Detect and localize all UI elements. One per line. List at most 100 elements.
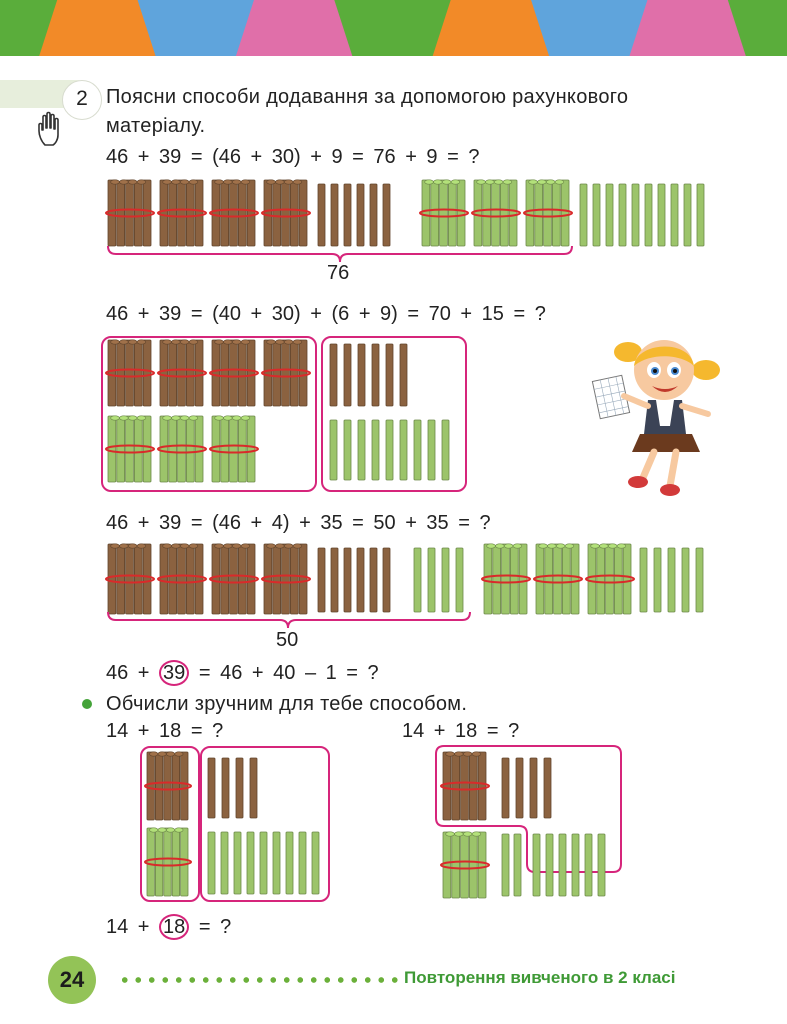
bundle-stick-top	[547, 543, 557, 549]
bundle-stick	[447, 181, 457, 247]
bundle-stick	[142, 543, 152, 615]
tens-frame	[101, 336, 317, 492]
bundle-stick	[477, 751, 487, 821]
single-stick	[696, 183, 705, 247]
bundle-stick	[298, 543, 308, 615]
bundle-stick	[237, 545, 247, 615]
method1-equation: 46 + 39 = (46 + 30) + 9 = 76 + 9 = ?	[106, 146, 480, 168]
single-stick	[427, 547, 436, 613]
bundle-stick-top	[476, 179, 486, 185]
single-stick	[543, 757, 552, 819]
bundle-stick	[477, 831, 487, 899]
bundle-stick	[460, 751, 469, 821]
bundle-stick	[281, 543, 290, 615]
bundle-stick	[456, 179, 466, 247]
bundle-stick	[482, 181, 491, 247]
bundle-stick-top	[537, 179, 547, 185]
bundle-stick	[263, 179, 273, 247]
bundle-stick-top	[266, 179, 276, 185]
bundle-band	[157, 208, 207, 218]
single-stick	[515, 757, 524, 819]
bundle-stick-top	[240, 179, 251, 185]
exercise-right-equation: 14 + 18 = ?	[402, 720, 520, 742]
bundle-stick-top	[493, 179, 504, 185]
bundle-stick	[535, 543, 545, 615]
bundle-band	[419, 208, 469, 218]
single-stick	[631, 183, 640, 247]
bundle-stick-top	[110, 543, 120, 549]
bundle-stick	[298, 179, 308, 247]
ones-frame	[321, 336, 467, 492]
bundle-stick	[508, 179, 518, 247]
bundle-stick-top	[162, 179, 172, 185]
bundle-stick-top	[266, 543, 276, 549]
bundle-stick	[439, 179, 448, 247]
bundle-stick-top	[127, 543, 138, 549]
bundle-stick	[246, 543, 256, 615]
single-stick	[681, 547, 690, 613]
bundle-stick-top	[471, 751, 482, 757]
bundle-stick-top	[231, 543, 242, 549]
header-band-segment	[235, 0, 355, 56]
bundle-stick-top	[188, 543, 199, 549]
bundle-stick-top	[136, 543, 147, 549]
bundle-stick-top	[538, 543, 548, 549]
bundle-stick	[168, 545, 178, 615]
bundle-band	[440, 860, 490, 870]
bundle-stick-top	[554, 179, 565, 185]
bundle-stick-top	[223, 179, 233, 185]
single-stick	[343, 183, 352, 247]
single-stick	[558, 833, 567, 897]
bundle-stick-top	[616, 543, 627, 549]
girl-illustration	[590, 330, 730, 500]
single-stick	[657, 183, 666, 247]
bundle-stick-top	[503, 543, 514, 549]
bundle-stick	[194, 179, 204, 247]
bundle-stick	[553, 543, 562, 615]
bundle-stick	[107, 179, 117, 247]
exercise-left-equation: 14 + 18 = ?	[106, 720, 224, 742]
single-stick	[597, 833, 606, 897]
header-band-segment	[39, 0, 158, 56]
bundle-stick-top	[441, 179, 452, 185]
bundle-stick	[272, 181, 281, 247]
bundle-stick-top	[454, 831, 464, 837]
bundle-stick	[194, 543, 204, 615]
bundle-stick-top	[179, 543, 190, 549]
bundle-stick-top	[471, 831, 482, 837]
bundle-stick	[544, 545, 553, 615]
bundle-stick	[460, 831, 469, 899]
single-stick	[330, 547, 339, 613]
bundle-stick	[142, 179, 152, 247]
bundle-stick-top	[119, 543, 129, 549]
bundle-stick-top	[599, 543, 609, 549]
single-stick	[653, 547, 662, 613]
single-stick	[317, 547, 326, 613]
bundle-stick	[220, 181, 230, 247]
exercise-bottom-circled: 18	[159, 914, 190, 940]
single-stick	[571, 833, 580, 897]
bundle-stick	[525, 179, 535, 247]
bundle-stick	[263, 543, 273, 615]
bundle-stick	[116, 181, 126, 247]
bundle-stick-top	[136, 179, 147, 185]
single-stick	[683, 183, 692, 247]
single-stick	[639, 547, 648, 613]
bundle-band	[105, 574, 155, 584]
single-stick	[695, 547, 704, 613]
method3-brace-label: 50	[276, 629, 299, 651]
bundle-stick	[107, 543, 117, 615]
bundle-stick	[596, 545, 605, 615]
bundle-stick	[289, 181, 299, 247]
method4-eq-before: 46 +	[106, 662, 150, 684]
bundle-stick	[116, 545, 126, 615]
bundle-stick	[552, 181, 561, 247]
single-stick	[317, 183, 326, 247]
header-band-segment	[629, 0, 748, 56]
bundle-band	[533, 574, 583, 584]
bundle-stick-top	[275, 179, 285, 185]
bundle-stick-top	[502, 179, 513, 185]
bundle-band	[105, 208, 155, 218]
single-stick	[501, 833, 510, 897]
bundle-stick	[518, 543, 528, 615]
